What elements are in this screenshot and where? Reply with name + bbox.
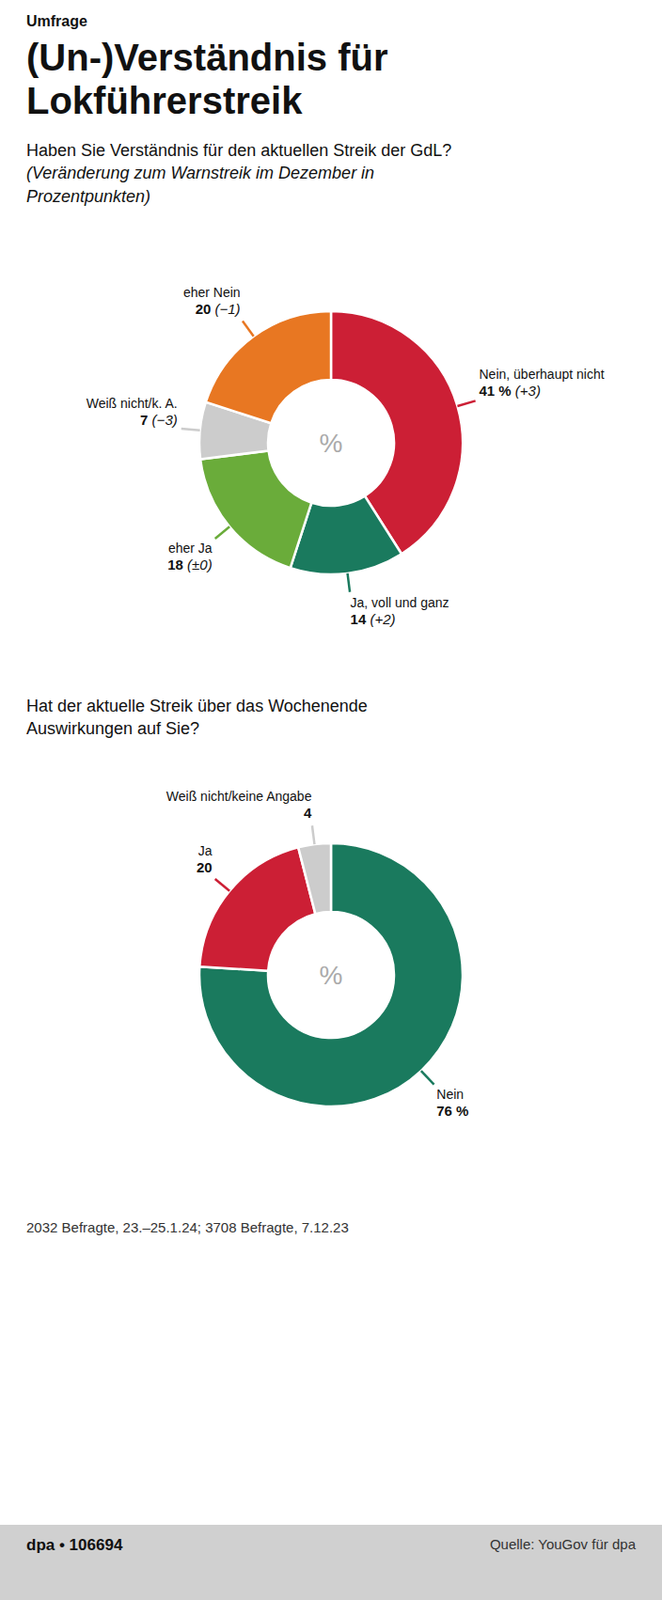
svg-text:eher Ja18 (±0): eher Ja18 (±0) <box>167 539 213 572</box>
svg-text:Weiß nicht/keine Angabe4: Weiß nicht/keine Angabe4 <box>166 789 313 822</box>
svg-text:Ja20: Ja20 <box>196 844 213 877</box>
svg-text:Nein76 %: Nein76 % <box>436 1087 469 1120</box>
svg-text:%: % <box>319 961 344 991</box>
html-text:(Veränderung zum Warnstreik im: (Veränderung zum Warnstreik im Dezember … <box>26 163 375 206</box>
html-text:(Un-)Verständnis für Lokführer: (Un-)Verständnis für Lokführerstreik <box>26 36 388 122</box>
html-text:Hat der aktuelle Streik über d: Hat der aktuelle Streik über das Wochene… <box>26 696 368 739</box>
html-text:dpa • 106694: dpa • 106694 <box>26 1536 123 1555</box>
html-text:2032 Befragte, 23.–25.1.24; 37: 2032 Befragte, 23.–25.1.24; 3708 Befragt… <box>26 1220 349 1237</box>
html-text:Haben Sie Verständnis für den: Haben Sie Verständnis für den aktuellen … <box>26 141 452 160</box>
html-text:Umfrage: Umfrage <box>26 13 88 30</box>
svg-text:Weiß nicht/k. A.7 (−3): Weiß nicht/k. A.7 (−3) <box>86 394 178 427</box>
html-text:Quelle: YouGov für dpa: Quelle: YouGov für dpa <box>489 1536 636 1553</box>
svg-text:Ja, voll und ganz14 (+2): Ja, voll und ganz14 (+2) <box>350 595 450 628</box>
svg-text:Nein, überhaupt nicht41 % (+3): Nein, überhaupt nicht41 % (+3) <box>478 366 604 399</box>
svg-text:%: % <box>319 428 344 458</box>
svg-text:eher Nein20 (−1): eher Nein20 (−1) <box>183 284 241 317</box>
